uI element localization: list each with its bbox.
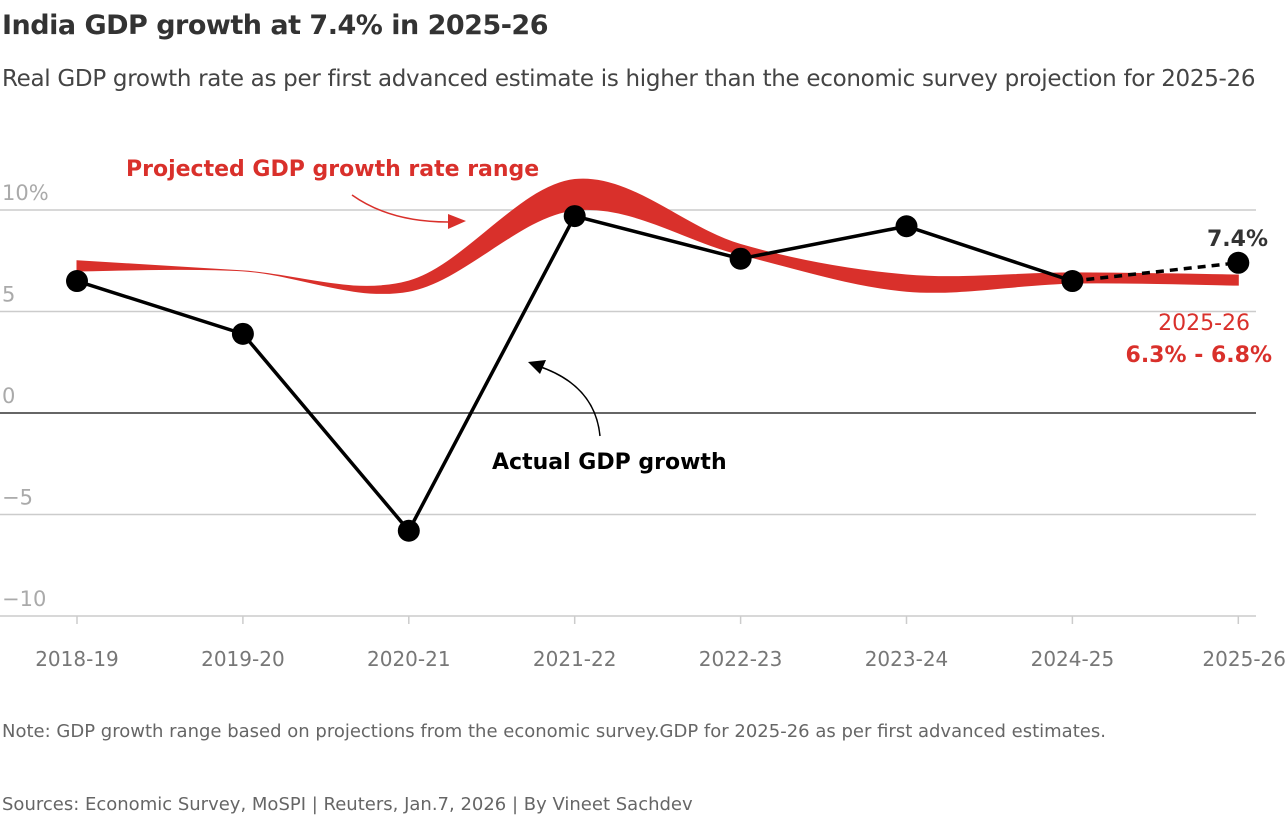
band-arrow [351,194,449,223]
data-point [563,205,586,228]
x-tick-label: 2020-21 [367,647,451,671]
range-value-label: 6.3% - 6.8% [1126,343,1272,368]
data-point [397,519,420,542]
data-point [1227,251,1250,274]
line-arrow [537,365,601,437]
last-value-label: 7.4% [1207,227,1268,252]
chart-sources: Sources: Economic Survey, MoSPI | Reuter… [2,794,693,815]
data-point [895,215,918,238]
x-tick-label: 2024-25 [1031,647,1115,671]
x-tick-label: 2018-19 [35,647,119,671]
y-tick-label: 10% [2,181,49,205]
x-tick-label: 2025-26 [1202,647,1286,671]
data-point [1061,270,1084,293]
y-tick-label: −5 [2,486,33,510]
line-arrowhead [528,360,546,374]
data-point [231,322,254,345]
y-tick-label: 5 [2,283,15,307]
actual-gdp-line [76,214,1073,534]
chart-title: India GDP growth at 7.4% in 2025-26 [2,10,549,41]
projected-range-band [76,178,1239,294]
chart-note: Note: GDP growth range based on projecti… [2,721,1106,742]
band-arrowhead [448,214,466,229]
y-tick-label: −10 [2,587,46,611]
data-point [66,270,88,293]
x-tick-label: 2023-24 [865,647,949,671]
range-year-label: 2025-26 [1158,311,1250,336]
x-tick-label: 2022-23 [699,647,783,671]
data-point [729,247,752,270]
x-tick-label: 2019-20 [201,647,285,671]
line-annotation: Actual GDP growth [492,450,727,475]
x-tick-label: 2021-22 [533,647,617,671]
chart-subtitle: Real GDP growth rate as per first advanc… [2,66,1256,92]
y-tick-label: 0 [2,384,15,408]
band-annotation: Projected GDP growth rate range [126,157,539,182]
